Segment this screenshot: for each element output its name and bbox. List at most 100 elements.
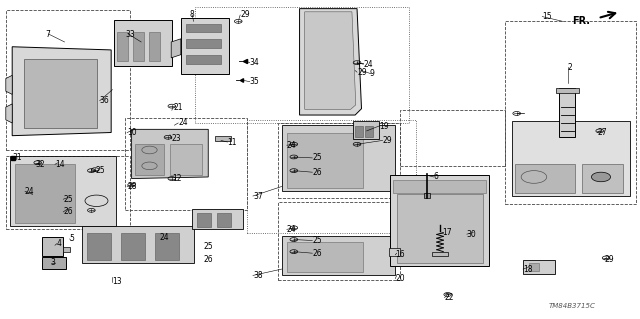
Text: 29: 29 xyxy=(357,68,367,77)
Polygon shape xyxy=(132,129,208,179)
Bar xyxy=(400,110,505,166)
Text: 11: 11 xyxy=(227,137,237,146)
Text: 24: 24 xyxy=(287,225,296,234)
Text: 32: 32 xyxy=(36,160,45,169)
Polygon shape xyxy=(186,24,221,33)
Text: 25: 25 xyxy=(63,195,73,204)
Text: 38: 38 xyxy=(253,271,262,280)
Text: 2: 2 xyxy=(568,63,573,72)
Bar xyxy=(278,123,400,197)
Polygon shape xyxy=(556,88,579,93)
Text: 24: 24 xyxy=(178,118,188,128)
Polygon shape xyxy=(115,20,172,66)
Text: 18: 18 xyxy=(523,264,532,274)
Polygon shape xyxy=(155,233,179,260)
Text: 24: 24 xyxy=(159,233,169,242)
Text: 35: 35 xyxy=(250,77,259,86)
Polygon shape xyxy=(186,55,221,64)
Text: 36: 36 xyxy=(100,96,109,105)
Polygon shape xyxy=(353,122,379,139)
Polygon shape xyxy=(305,12,356,109)
Polygon shape xyxy=(216,213,230,227)
Polygon shape xyxy=(433,252,448,256)
Text: 29: 29 xyxy=(383,136,392,145)
Polygon shape xyxy=(42,237,63,256)
Text: 29: 29 xyxy=(604,255,614,264)
Text: 19: 19 xyxy=(379,122,388,131)
Text: 10: 10 xyxy=(127,128,137,137)
Polygon shape xyxy=(83,226,194,263)
Polygon shape xyxy=(192,209,243,229)
Polygon shape xyxy=(365,125,373,137)
Text: 30: 30 xyxy=(467,230,477,239)
Text: 25: 25 xyxy=(95,166,105,175)
Polygon shape xyxy=(424,193,431,197)
Polygon shape xyxy=(300,9,362,115)
Bar xyxy=(278,202,400,280)
Text: 13: 13 xyxy=(113,277,122,286)
Polygon shape xyxy=(529,263,539,271)
Text: 12: 12 xyxy=(172,174,181,183)
Polygon shape xyxy=(180,18,228,74)
Text: 8: 8 xyxy=(189,11,194,19)
Polygon shape xyxy=(515,164,575,193)
Bar xyxy=(6,156,131,229)
Text: 27: 27 xyxy=(598,128,607,137)
Polygon shape xyxy=(63,247,70,252)
Text: 15: 15 xyxy=(542,12,552,21)
Text: 25: 25 xyxy=(312,153,322,162)
Text: TM84B3715C: TM84B3715C xyxy=(549,303,596,309)
Polygon shape xyxy=(394,180,486,193)
Text: 24: 24 xyxy=(364,60,373,69)
Polygon shape xyxy=(282,236,396,275)
Text: 17: 17 xyxy=(443,228,452,237)
Polygon shape xyxy=(282,124,396,191)
Text: 25: 25 xyxy=(312,236,322,245)
Text: 28: 28 xyxy=(127,182,136,191)
Polygon shape xyxy=(121,233,145,260)
Polygon shape xyxy=(389,249,401,256)
Text: 5: 5 xyxy=(70,234,74,243)
Text: 20: 20 xyxy=(396,274,405,283)
Polygon shape xyxy=(287,132,364,188)
Circle shape xyxy=(591,172,611,182)
Text: 22: 22 xyxy=(445,293,454,302)
Text: 6: 6 xyxy=(434,173,438,182)
Polygon shape xyxy=(197,213,211,227)
Polygon shape xyxy=(390,175,489,266)
Text: 24: 24 xyxy=(287,141,296,150)
Polygon shape xyxy=(287,242,364,272)
Polygon shape xyxy=(87,233,111,260)
Text: 26: 26 xyxy=(312,249,322,258)
Text: 26: 26 xyxy=(204,255,213,264)
Bar xyxy=(125,118,246,210)
Polygon shape xyxy=(355,125,363,137)
Text: 34: 34 xyxy=(250,58,259,67)
Text: 21: 21 xyxy=(173,103,182,112)
Text: 7: 7 xyxy=(45,30,51,39)
Polygon shape xyxy=(397,195,483,263)
Polygon shape xyxy=(6,75,12,94)
Polygon shape xyxy=(186,40,221,48)
Text: 16: 16 xyxy=(396,250,405,259)
Polygon shape xyxy=(582,164,623,193)
Text: 4: 4 xyxy=(57,239,62,248)
Text: 23: 23 xyxy=(172,134,182,143)
Polygon shape xyxy=(24,59,97,128)
Text: 25: 25 xyxy=(204,242,213,251)
Polygon shape xyxy=(10,156,116,226)
Text: 31: 31 xyxy=(12,153,22,162)
Text: 29: 29 xyxy=(240,11,250,19)
Polygon shape xyxy=(135,144,164,175)
Polygon shape xyxy=(133,33,145,61)
Text: 37: 37 xyxy=(253,191,262,201)
Polygon shape xyxy=(42,257,67,269)
Bar xyxy=(6,10,131,150)
Polygon shape xyxy=(523,260,555,274)
Polygon shape xyxy=(511,122,630,196)
Polygon shape xyxy=(149,33,161,61)
Bar xyxy=(505,21,636,204)
Bar xyxy=(246,120,416,233)
Polygon shape xyxy=(15,164,76,223)
Text: 26: 26 xyxy=(312,168,322,177)
